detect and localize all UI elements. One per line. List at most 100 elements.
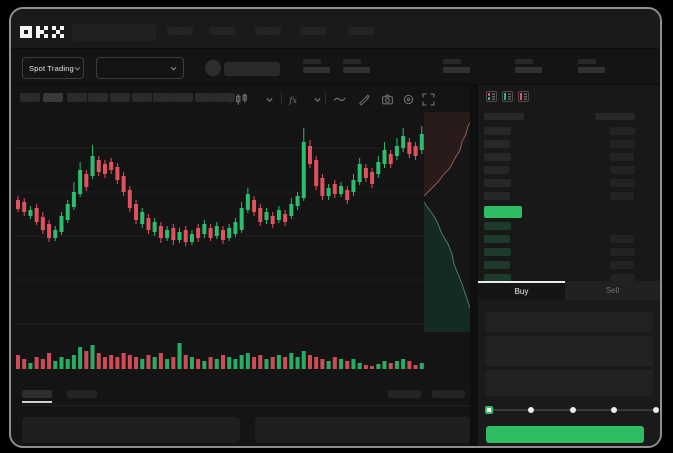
book-asks-icon[interactable] (518, 91, 529, 102)
market-stat (343, 59, 371, 74)
trade-form-input[interactable] (486, 370, 653, 396)
order-book-panel: Buy Sell (478, 85, 660, 446)
interval-pill[interactable] (67, 93, 87, 102)
stat-value-placeholder (578, 67, 605, 73)
indicator-icon[interactable]: fx (288, 93, 301, 106)
ask-amount-bar (610, 140, 635, 148)
toolbar-divider (325, 93, 326, 104)
ask-amount-bar (610, 192, 634, 200)
caret-down-icon[interactable] (263, 93, 276, 106)
price-chart-canvas[interactable] (15, 112, 425, 332)
history-panel-placeholder (255, 417, 470, 443)
nav-pill[interactable] (300, 27, 326, 35)
orderbook-header-price (484, 113, 524, 120)
svg-text:fx: fx (288, 96, 297, 106)
book-split-icon[interactable] (486, 91, 497, 102)
nav-pill[interactable] (209, 27, 235, 35)
fullscreen-icon[interactable] (422, 93, 435, 106)
caret-down-icon[interactable] (311, 93, 324, 106)
trade-form-input[interactable] (486, 312, 653, 332)
ask-price-bar (484, 127, 511, 135)
interval-pill[interactable] (173, 93, 193, 102)
stat-label-placeholder (443, 59, 461, 64)
okx-logo-icon (20, 26, 64, 38)
buy-button[interactable] (486, 426, 644, 443)
bid-amount-bar (610, 261, 634, 269)
ask-price-bar (484, 153, 511, 161)
candlestick-type-icon[interactable] (235, 93, 248, 106)
tab-buy[interactable]: Buy (478, 281, 565, 300)
stat-value-placeholder (515, 67, 542, 73)
bottom-tab-inactive[interactable] (67, 390, 97, 398)
toolbar-divider (281, 93, 282, 104)
volume-chart (16, 343, 424, 369)
orderbook-bid-row[interactable] (478, 261, 660, 269)
bottom-action-pill[interactable] (388, 390, 421, 398)
ask-amount-bar (610, 179, 635, 187)
pair-selector-dropdown[interactable] (96, 57, 184, 79)
coin-avatar (205, 60, 221, 76)
interval-pill[interactable] (132, 93, 152, 102)
interval-pill[interactable] (215, 93, 235, 102)
ask-amount-bar (610, 153, 634, 161)
interval-pill[interactable] (195, 93, 215, 102)
book-bids-icon[interactable] (502, 91, 513, 102)
stat-label-placeholder (578, 59, 596, 64)
slider-stop[interactable] (653, 407, 659, 413)
caret-down-icon (170, 66, 177, 71)
orderbook-bid-row[interactable] (478, 222, 660, 230)
orderbook-ask-row[interactable] (478, 166, 660, 174)
orderbook-bid-row[interactable] (478, 274, 660, 282)
orderbook-header-amount (595, 113, 635, 120)
orderbook-ask-row[interactable] (478, 153, 660, 161)
bottom-action-pill[interactable] (432, 390, 465, 398)
bid-price-bar (484, 222, 511, 230)
ask-price-bar (484, 192, 510, 200)
settings-icon[interactable] (402, 93, 415, 106)
last-price-bar[interactable] (484, 206, 522, 218)
sell-tab-label: Sell (605, 286, 620, 295)
slider-stop[interactable] (611, 407, 617, 413)
bid-price-bar (484, 274, 511, 282)
interval-pill[interactable] (20, 93, 40, 102)
camera-icon[interactable] (381, 93, 394, 106)
orderbook-ask-row[interactable] (478, 140, 660, 148)
draw-icon[interactable] (357, 93, 370, 106)
caret-down-icon (74, 66, 81, 71)
nav-pill[interactable] (255, 27, 281, 35)
interval-pill[interactable] (88, 93, 108, 102)
app-window: Spot Trading fx (9, 7, 662, 448)
interval-pill[interactable] (110, 93, 130, 102)
slider-stop[interactable] (528, 407, 534, 413)
market-stat (515, 59, 543, 74)
orderbook-bid-row[interactable] (478, 235, 660, 243)
toolbar-divider (230, 93, 231, 104)
line-overlay-icon[interactable] (333, 93, 346, 106)
orderbook-bid-row[interactable] (478, 248, 660, 256)
bid-amount-bar (610, 274, 635, 282)
search-input[interactable] (72, 24, 156, 41)
bid-price-bar (484, 235, 510, 243)
orderbook-ask-row[interactable] (478, 179, 660, 187)
section-gap-vertical (470, 85, 478, 446)
stat-value-placeholder (303, 67, 330, 73)
slider-stop[interactable] (570, 407, 576, 413)
interval-pill[interactable] (153, 93, 173, 102)
orderbook-ask-row[interactable] (478, 127, 660, 135)
interval-pill[interactable] (43, 93, 63, 102)
pair-name-placeholder (224, 62, 280, 76)
trade-form-input[interactable] (486, 336, 653, 366)
tab-sell[interactable]: Sell (565, 281, 660, 300)
header-divider (11, 48, 660, 49)
nav-pill[interactable] (348, 27, 374, 35)
orderbook-ask-row[interactable] (478, 192, 660, 200)
market-stat (443, 59, 471, 74)
stat-value-placeholder (443, 67, 470, 73)
slider-handle[interactable] (485, 406, 493, 414)
bid-amount-bar (610, 235, 634, 243)
market-type-dropdown[interactable]: Spot Trading (22, 57, 84, 79)
bottom-tab-active-underline (22, 401, 52, 403)
depth-chart (424, 112, 478, 332)
bottom-tab-active[interactable] (22, 390, 52, 398)
nav-pill[interactable] (167, 27, 193, 35)
